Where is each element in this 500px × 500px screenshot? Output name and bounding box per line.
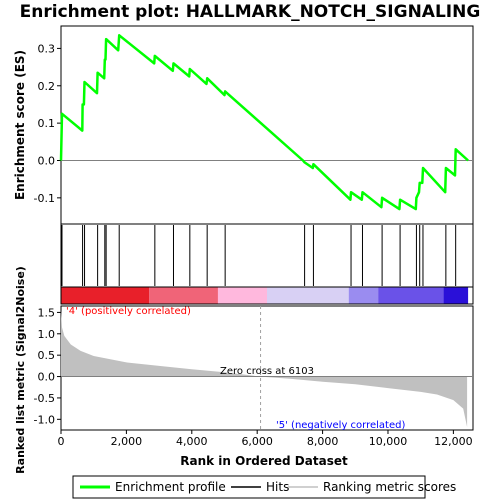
ranking-color-segment xyxy=(149,287,218,304)
zero-cross-label: Zero cross at 6103 xyxy=(220,366,314,377)
ranking-color-segment xyxy=(378,287,444,304)
x-tick-label: 4,000 xyxy=(176,435,208,448)
x-tick-label: 0 xyxy=(58,435,65,448)
ranking-color-segment xyxy=(61,287,150,304)
es-y-tick-label: 0.1 xyxy=(38,117,56,130)
legend: Enrichment profile Hits Ranking metric s… xyxy=(72,475,456,499)
metric-y-tick-label: 0.0 xyxy=(38,371,56,384)
enrichment-profile-line xyxy=(59,34,469,211)
ranking-color-segment xyxy=(348,287,379,304)
ranking-metric-area xyxy=(61,310,468,427)
x-tick-label: 10,000 xyxy=(369,435,408,448)
metric-y-axis-title: Ranked list metric (Signal2Noise) xyxy=(14,266,27,474)
es-y-axis-title: Enrichment score (ES) xyxy=(13,50,27,200)
es-y-tick-label: 0.2 xyxy=(38,80,56,93)
x-tick-label: 12,000 xyxy=(434,435,473,448)
x-tick-label: 2,000 xyxy=(111,435,143,448)
positive-correlation-label: '4' (positively correlated) xyxy=(66,306,191,317)
chart-title: Enrichment plot: HALLMARK_NOTCH_SIGNALIN… xyxy=(20,2,481,22)
metric-y-tick-label: -0.5 xyxy=(34,392,55,405)
metric-y-tick-label: 0.5 xyxy=(38,349,56,362)
ranking-color-bar xyxy=(60,286,474,305)
metric-layer: -1.0 -0.5 0.0 0.5 1.0 1.5 0 2,000 4,000 6,000 8,00… xyxy=(34,306,473,448)
es-y-tick-label: 0.0 xyxy=(38,154,56,167)
es-y-tick-label: -0.1 xyxy=(34,192,55,205)
metric-y-tick-label: 1.0 xyxy=(38,328,56,341)
es-y-tick-label: 0.3 xyxy=(38,42,56,55)
ranking-color-bar-frame xyxy=(60,286,474,305)
hits-panel-frame xyxy=(60,223,474,288)
x-axis-title: Rank in Ordered Dataset xyxy=(180,454,348,468)
metric-y-tick-label: -1.0 xyxy=(34,413,55,426)
hits-layer xyxy=(60,225,457,286)
x-tick-label: 8,000 xyxy=(307,435,339,448)
es-layer: -0.1 0.0 0.1 0.2 0.3 xyxy=(34,34,473,211)
negative-correlation-label: '5' (negatively correlated) xyxy=(276,420,405,431)
legend-label-hits: Hits xyxy=(266,480,289,494)
legend-label-metric: Ranking metric scores xyxy=(323,480,456,494)
ranking-color-segment xyxy=(267,287,349,304)
legend-label-profile: Enrichment profile xyxy=(115,480,226,494)
ranking-color-segment xyxy=(443,287,469,304)
ranking-color-segment xyxy=(217,287,267,304)
metric-y-tick-label: 1.5 xyxy=(38,306,56,319)
es-panel-frame xyxy=(60,25,474,225)
x-tick-label: 6,000 xyxy=(241,435,273,448)
